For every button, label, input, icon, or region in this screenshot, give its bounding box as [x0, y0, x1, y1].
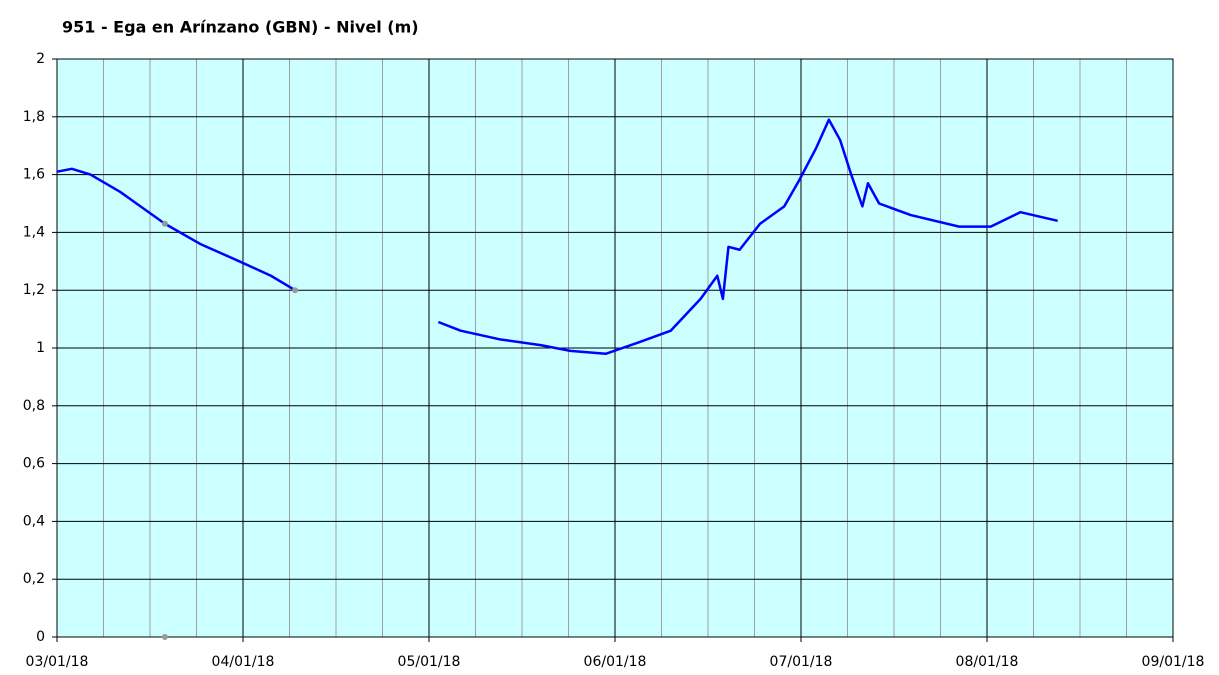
y-tick-label: 2 — [36, 51, 45, 67]
y-tick-label: 0,2 — [23, 571, 45, 587]
y-tick-label: 0,4 — [23, 513, 45, 529]
y-tick-label: 1,2 — [23, 282, 45, 298]
x-tick-label: 06/01/18 — [584, 654, 647, 670]
data-point — [292, 287, 299, 294]
y-tick-label: 1,8 — [23, 109, 45, 125]
chart-title: 951 - Ega en Arínzano (GBN) - Nivel (m) — [62, 18, 419, 37]
plot-border — [56, 58, 1174, 638]
y-tick-label: 1,6 — [23, 167, 45, 183]
data-point — [161, 220, 168, 227]
x-tick-label: 05/01/18 — [398, 654, 461, 670]
x-tick-label: 04/01/18 — [212, 654, 275, 670]
x-tick-label: 03/01/18 — [26, 654, 89, 670]
x-tick-label: 07/01/18 — [770, 654, 833, 670]
y-tick-label: 0 — [36, 629, 45, 645]
y-tick-label: 1 — [36, 340, 45, 356]
data-point — [161, 634, 168, 640]
y-tick-label: 0,6 — [23, 456, 45, 472]
y-tick-label: 0,8 — [23, 398, 45, 414]
y-tick-label: 1,4 — [23, 224, 45, 240]
x-tick-label: 08/01/18 — [956, 654, 1019, 670]
x-tick-label: 09/01/18 — [1142, 654, 1205, 670]
